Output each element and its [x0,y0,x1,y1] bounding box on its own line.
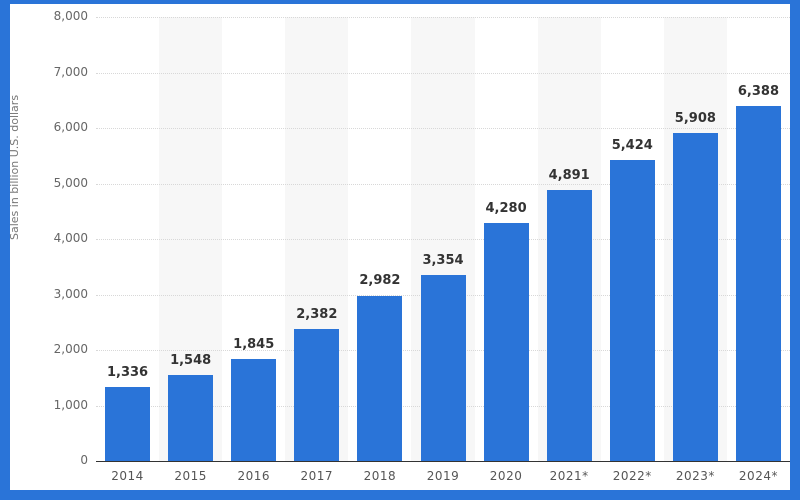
y-tick-label: 5,000 [53,175,88,190]
gridline [96,72,790,74]
bar [609,159,655,461]
x-tick-label: 2022* [612,469,652,483]
x-tick-label: 2018 [363,469,397,483]
x-tick-label: 2024* [738,469,778,483]
y-tick-label: 1,000 [53,397,88,412]
value-label: 5,908 [674,111,716,127]
x-tick-label: 2021* [549,469,589,483]
value-label: 1,845 [233,336,275,352]
bar [231,358,277,461]
bar [357,295,403,461]
x-tick-label: 2023* [675,469,715,483]
x-tick-label: 2014 [111,469,144,483]
bar [735,106,781,461]
y-tick-label: 0 [80,453,88,467]
y-axis-label: Sales in billion U.S. dollars [8,94,21,240]
gridline [96,17,790,18]
gridline [96,239,790,240]
bar [294,328,340,461]
bar [546,189,592,461]
y-tick-label: 2,000 [53,342,88,356]
value-label: 2,382 [296,306,338,322]
x-tick-label: 2019 [426,469,460,483]
bar [105,386,151,461]
value-label: 1,548 [170,353,212,369]
plot-area: 0 1,000 2,000 3,000 4,000 5,000 6,000 7,000 8,00… [54,9,790,483]
value-label: 4,280 [485,201,527,217]
value-label: 1,336 [106,364,149,380]
bar [168,375,214,461]
value-label: 3,354 [422,252,464,268]
gridline [96,128,790,129]
y-tick-label: 6,000 [53,120,88,134]
bar [420,274,466,461]
y-tick-label: 4,000 [53,231,88,245]
y-tick-label: 3,000 [53,286,88,301]
bar [672,133,718,461]
value-label: 6,388 [737,84,780,100]
y-tick-label: 7,000 [53,64,88,79]
gridline [96,183,790,185]
x-tick-label: 2015 [174,469,207,483]
x-axis-line [96,461,790,462]
value-label: 2,982 [359,273,401,289]
x-tick-label: 2020 [489,469,523,483]
x-tick-label: 2017 [300,469,334,483]
y-tick-label: 8,000 [53,9,88,23]
value-label: 5,424 [611,137,653,153]
bar [483,223,529,461]
value-label: 4,891 [548,167,590,183]
x-tick-label: 2016 [237,469,270,483]
chart-panel: Sales in billion U.S. dollars 0 1,000 2,00… [8,4,790,490]
